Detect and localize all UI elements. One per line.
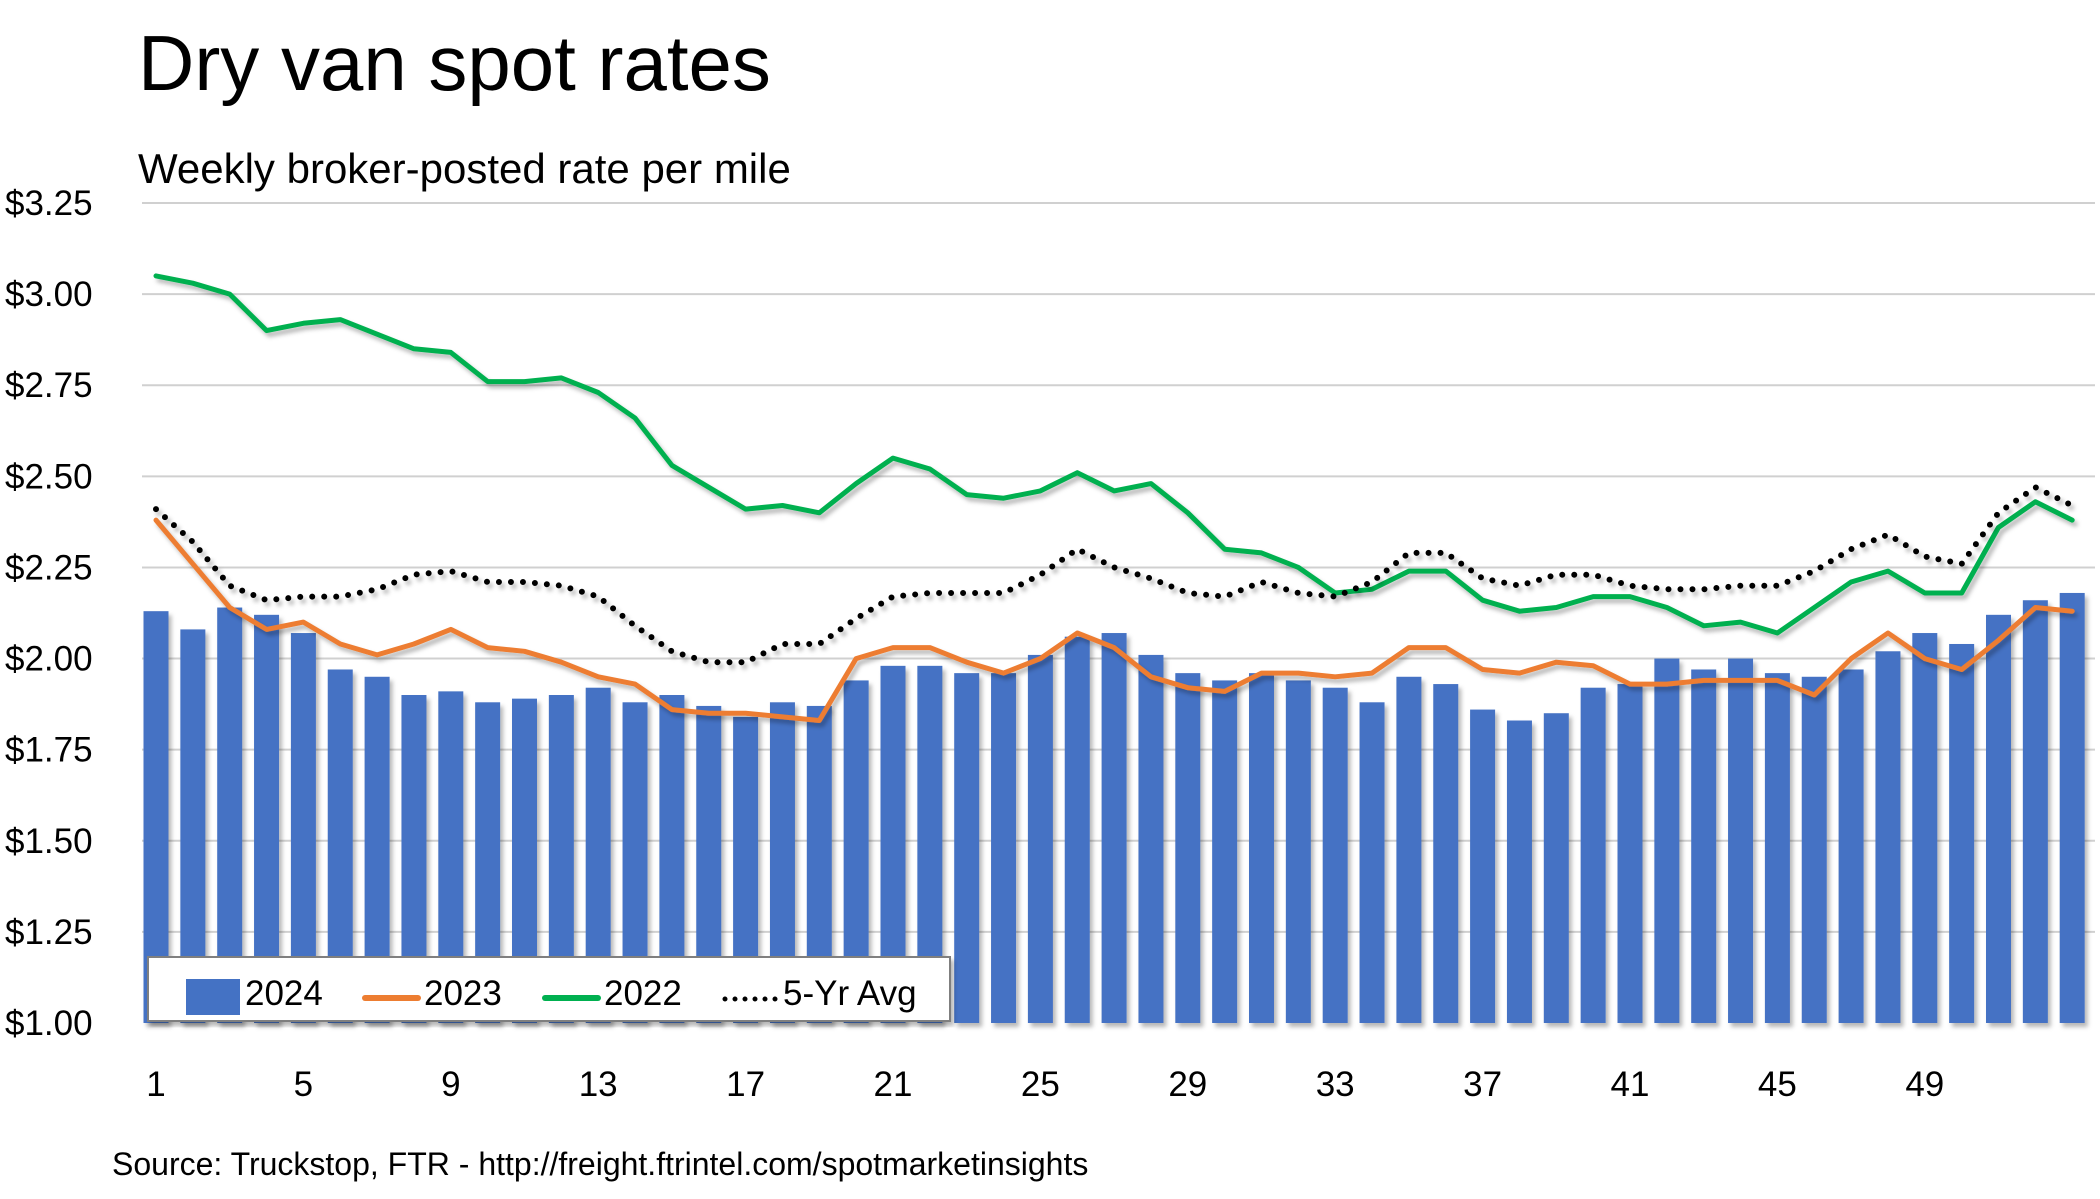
legend-items: 2024 2023 2022 5-Yr Avg xyxy=(186,974,917,1015)
y-tick-label: $3.25 xyxy=(5,184,93,223)
bar-2024-week-42 xyxy=(1654,658,1680,1023)
x-tick-label: 5 xyxy=(294,1065,313,1104)
bar-2024-week-24 xyxy=(991,673,1017,1023)
legend-label-2024: 2024 xyxy=(245,974,323,1013)
bar-2024-week-51 xyxy=(1986,614,2011,1023)
line-series xyxy=(153,273,2076,723)
x-tick-label: 25 xyxy=(1021,1065,1060,1104)
x-tick-label: 9 xyxy=(441,1065,460,1104)
y-tick-label: $1.25 xyxy=(5,913,93,952)
line-2023 xyxy=(153,517,2075,723)
y-tick-label: $1.75 xyxy=(5,731,93,770)
bar-2024-week-33 xyxy=(1322,687,1348,1023)
bar-2024-week-40 xyxy=(1580,687,1606,1023)
y-tick-label: $3.00 xyxy=(5,275,93,314)
y-tick-label: $2.00 xyxy=(5,640,93,679)
bar-2024-week-39 xyxy=(1543,713,1569,1023)
x-tick-label: 45 xyxy=(1758,1065,1797,1104)
source-note: Source: Truckstop, FTR - http://freight.… xyxy=(112,1146,1088,1182)
bar-2024-week-25 xyxy=(1027,654,1053,1023)
x-tick-label: 33 xyxy=(1316,1065,1355,1104)
bar-2024-week-38 xyxy=(1506,720,1532,1023)
bar-2024-week-46 xyxy=(1801,676,1827,1023)
chart-subtitle: Weekly broker-posted rate per mile xyxy=(138,145,791,192)
bar-2024-week-1 xyxy=(143,611,169,1023)
x-tick-label: 13 xyxy=(579,1065,618,1104)
bar-2024-week-47 xyxy=(1838,669,1864,1023)
bar-2024-week-52 xyxy=(2022,600,2048,1023)
x-axis-ticks: 1 5 9 13 17 21 25 29 33 37 41 45 49 xyxy=(146,1065,1944,1104)
bar-2024-week-53 xyxy=(2059,592,2085,1023)
bar-2024-week-48 xyxy=(1875,651,1901,1023)
x-tick-label: 49 xyxy=(1905,1065,1944,1104)
bar-2024-week-27 xyxy=(1101,633,1127,1023)
bar-2024-week-35 xyxy=(1396,676,1422,1023)
legend-label-2023: 2023 xyxy=(424,974,502,1013)
bar-2024-week-34 xyxy=(1359,702,1385,1023)
bar-2024-week-23 xyxy=(954,673,980,1023)
x-tick-label: 1 xyxy=(146,1065,165,1104)
bar-2024-week-37 xyxy=(1470,709,1496,1023)
bar-2024-week-29 xyxy=(1175,673,1201,1023)
bar-2024-week-49 xyxy=(1912,633,1938,1023)
bar-2024-week-45 xyxy=(1764,673,1790,1023)
y-tick-label: $1.00 xyxy=(5,1004,93,1043)
bar-2024-week-30 xyxy=(1212,680,1238,1023)
y-tick-label: $2.25 xyxy=(5,548,93,587)
x-tick-label: 37 xyxy=(1463,1065,1502,1104)
gridlines xyxy=(142,202,2095,933)
legend-box xyxy=(147,956,951,1022)
line-5-yr-avg xyxy=(153,484,2076,666)
bar-2024-week-36 xyxy=(1433,684,1459,1023)
legend-swatch-2024 xyxy=(186,979,240,1015)
line-2022 xyxy=(153,273,2075,636)
y-tick-label: $2.75 xyxy=(5,366,93,405)
y-tick-label: $2.50 xyxy=(5,457,93,496)
x-tick-label: 29 xyxy=(1168,1065,1207,1104)
bar-2024-week-32 xyxy=(1285,680,1311,1023)
y-tick-label: $1.50 xyxy=(5,822,93,861)
bar-2024-week-43 xyxy=(1691,669,1717,1023)
legend-label-2022: 2022 xyxy=(604,974,682,1013)
bar-2024-week-26 xyxy=(1064,636,1090,1023)
bar-2024-week-4 xyxy=(254,614,280,1023)
bar-2024-week-28 xyxy=(1138,654,1164,1023)
bar-2024-week-31 xyxy=(1249,673,1274,1023)
x-tick-label: 17 xyxy=(726,1065,765,1104)
y-axis-ticks: $1.00 $1.25 $1.50 $1.75 $2.00 $2.25 $2.50 $2.75… xyxy=(5,184,93,1043)
chart-title: Dry van spot rates xyxy=(138,19,771,107)
bar-2024-week-41 xyxy=(1617,684,1643,1023)
legend-label-5yr-avg: 5-Yr Avg xyxy=(783,974,917,1013)
bar-2024-week-50 xyxy=(1949,643,1975,1023)
x-tick-label: 21 xyxy=(874,1065,913,1104)
x-tick-label: 41 xyxy=(1611,1065,1650,1104)
bar-2024-week-3 xyxy=(217,607,243,1023)
legend xyxy=(147,956,951,1022)
bar-2024-week-44 xyxy=(1728,658,1754,1023)
